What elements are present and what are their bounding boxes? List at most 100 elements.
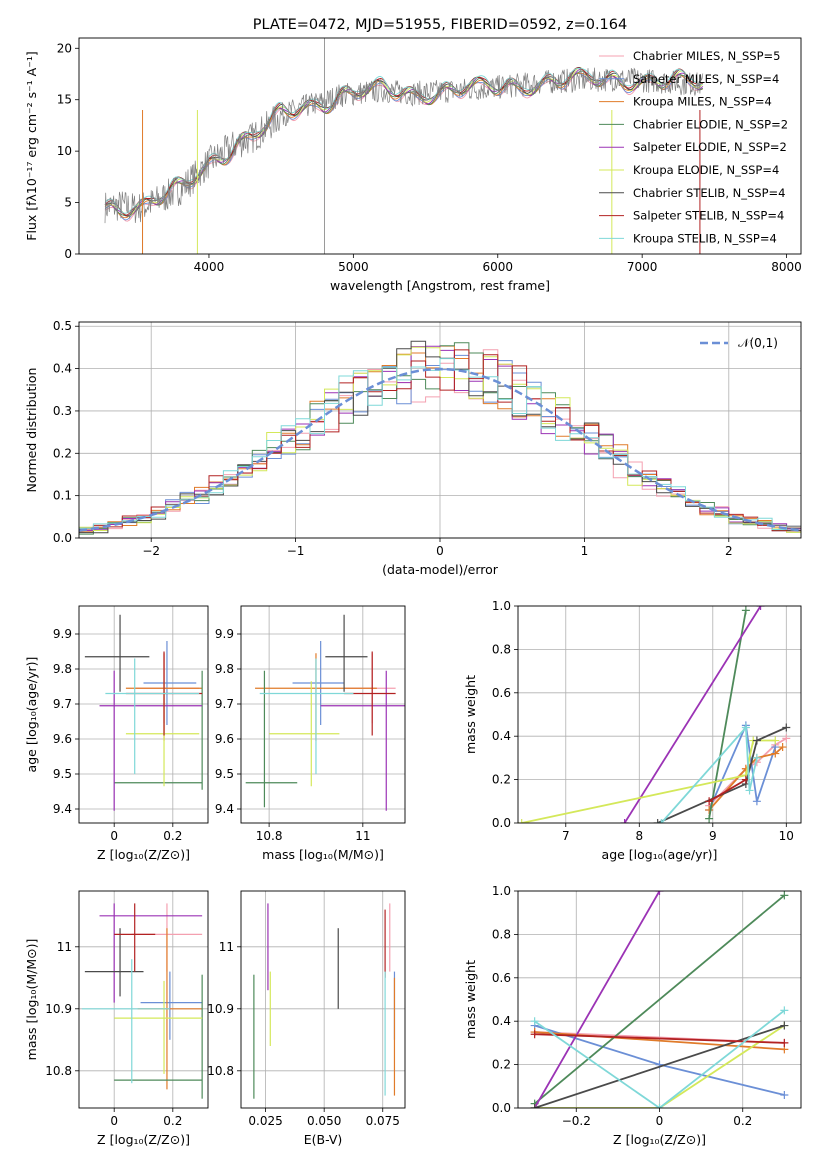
panel-age-vs-Z: 0 0.2 9.4 9.5 9.6 9.7 9.8 9.9 Z [log₁₀(Z/Z⊙)] age… [24,605,209,862]
chart-title: PLATE=0472, MJD=51955, FIBERID=0592, z=0… [253,17,627,33]
plus-marker [657,819,666,823]
x-axis-label: (data-model)/error [382,562,499,577]
plot-area [253,903,396,1099]
weight-line [533,891,661,1108]
x-tick-label: −0.2 [562,1114,591,1128]
plus-marker [653,819,662,823]
plus-marker [752,736,761,745]
legend-label: Salpeter ELODIE, N_SSP=2 [633,140,787,154]
x-tick-label: 8000 [771,260,802,274]
legend-label: Kroupa ELODIE, N_SSP=4 [633,163,779,177]
x-tick-label: 0 [110,829,118,843]
y-tick-label: 0 [64,247,72,261]
plot-area [81,903,203,1099]
x-tick-label: 8 [635,829,643,843]
panel-mass-vs-Z: 0 0.2 10.8 10.9 11 Z [log₁₀(Z/Z⊙)] mass [log₁₀… [24,890,209,1147]
x-tick-label: 1 [581,544,589,558]
x-axis-label: Z [log₁₀(Z/Z⊙)] [97,847,190,862]
errorbar-point [325,614,368,692]
y-tick-label: 9.4 [53,802,72,816]
plot-area [245,614,405,811]
x-tick-label: 0.2 [163,829,182,843]
plus-marker [705,814,714,823]
y-tick-label: 0.5 [53,319,72,333]
plus-marker [705,797,714,806]
histogram-step [79,358,801,530]
y-axis-label: Normed distribution [24,368,39,493]
legend-label: 𝒩(0,1) [738,336,778,350]
errorbar-point [81,959,170,1084]
normal-curve [79,367,801,532]
weight-line [521,739,776,823]
y-tick-label: 0.2 [53,446,72,460]
plot-area [79,340,801,535]
y-tick-label: 10 [57,144,72,158]
errorbar-point [259,658,354,774]
y-tick-label: 9.6 [53,732,72,746]
y-tick-label: 15 [57,93,72,107]
plus-marker [771,736,780,745]
plus-marker [771,749,780,758]
panel-weight-vs-Z: −0.2 0 0.2 0.0 0.2 0.4 0.6 0.8 1.0 Z [log₁₀(Z/Z⊙)… [463,884,802,1147]
observed-spectrum-line [104,67,704,224]
y-axis-label: mass weight [463,960,478,1039]
x-tick-label: 0.025 [248,1114,282,1128]
x-tick-label: 6000 [482,260,513,274]
plus-marker [782,734,791,743]
errorbar-point [143,641,197,725]
y-tick-label: 10.9 [207,1002,234,1016]
weight-line [534,1009,785,1108]
weight-line [708,778,747,803]
x-tick-label: 9 [709,829,717,843]
x-tick-label: −1 [287,544,305,558]
errorbar-point [292,641,345,725]
y-tick-label: 9.7 [215,697,234,711]
legend-label: Chabrier ELODIE, N_SSP=2 [633,117,788,131]
plus-marker [756,606,765,610]
x-tick-label: 0 [110,1114,118,1128]
x-tick-label: 11 [355,829,370,843]
weight-line [623,606,762,823]
legend-label: Salpeter MILES, N_SSP=4 [633,72,779,86]
y-tick-label: 9.5 [53,767,72,781]
plus-marker [752,753,761,762]
y-tick-label: 1.0 [492,884,511,898]
x-tick-label: 0.2 [733,1114,752,1128]
y-tick-label: 10.8 [207,1064,234,1078]
axes-frame [78,605,209,824]
x-tick-label: 0.050 [307,1114,341,1128]
y-tick-label: 0.2 [492,773,511,787]
histogram-step [79,349,801,532]
y-tick-label: 10.9 [45,1002,72,1016]
x-axis-label: Z [log₁₀(Z/Z⊙)] [97,1132,190,1147]
y-tick-label: 0.0 [53,531,72,545]
errorbar-point [320,670,405,811]
errorbar-point [84,928,144,997]
plus-marker [780,1021,789,1030]
y-tick-label: 9.8 [53,662,72,676]
plus-marker [530,1030,539,1039]
y-tick-label: 0.0 [492,1101,511,1115]
y-tick-label: 5 [64,196,72,210]
y-tick-label: 0.3 [53,404,72,418]
errorbar-point [114,903,156,972]
plot-area [104,38,704,254]
weight-line [708,610,747,819]
plus-marker [655,1104,664,1108]
y-axis-label: age [log₁₀(age/yr)] [24,657,39,773]
errorbar-point [269,681,340,787]
x-tick-label: 0.2 [163,1114,182,1128]
x-tick-label: 10.8 [256,829,283,843]
y-tick-label: 0.1 [53,489,72,503]
x-tick-label: −2 [142,544,160,558]
x-tick-label: 4000 [194,260,225,274]
weight-line [534,1033,785,1044]
legend-label: Kroupa STELIB, N_SSP=4 [633,231,777,245]
errorbar-point [140,971,203,1040]
x-axis-label: age [log₁₀(age/yr)] [602,847,718,862]
x-tick-label: 7000 [627,260,658,274]
plus-marker [705,805,714,814]
y-tick-label: 9.9 [53,627,72,641]
weight-line [534,1024,785,1108]
panel-residuals: −2 −1 0 1 2 0.0 0.1 0.2 0.3 0.4 0.5 (data-model)/er… [24,319,802,577]
